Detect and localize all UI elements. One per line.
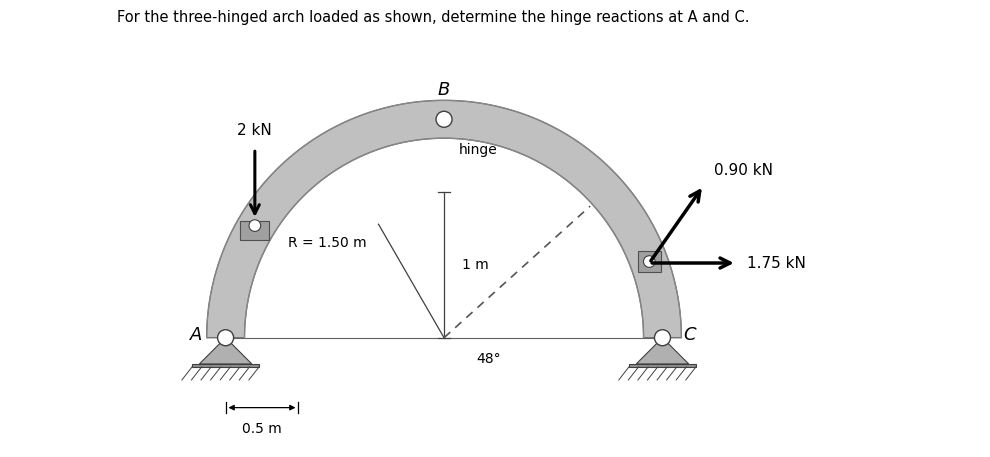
Text: 1.75 kN: 1.75 kN	[746, 255, 806, 271]
Polygon shape	[192, 364, 259, 367]
Polygon shape	[637, 338, 689, 364]
Circle shape	[218, 329, 234, 346]
Circle shape	[436, 111, 452, 128]
Text: For the three-hinged arch loaded as shown, determine the hinge reactions at A an: For the three-hinged arch loaded as show…	[117, 10, 749, 25]
Polygon shape	[207, 101, 681, 338]
Text: 0.5 m: 0.5 m	[243, 422, 282, 436]
Text: 1 m: 1 m	[461, 258, 488, 272]
Text: R = 1.50 m: R = 1.50 m	[288, 236, 367, 250]
Circle shape	[644, 256, 655, 267]
Polygon shape	[629, 364, 696, 367]
Text: 0.90 kN: 0.90 kN	[714, 163, 773, 178]
Text: hinge: hinge	[458, 143, 497, 157]
Text: A: A	[190, 326, 202, 344]
Text: 2 kN: 2 kN	[238, 123, 272, 138]
Circle shape	[249, 220, 260, 231]
Text: 48°: 48°	[476, 352, 501, 366]
Polygon shape	[199, 338, 251, 364]
Text: B: B	[438, 81, 450, 99]
Polygon shape	[638, 251, 661, 272]
Text: C: C	[683, 326, 696, 344]
Polygon shape	[241, 221, 269, 240]
Circle shape	[654, 329, 670, 346]
